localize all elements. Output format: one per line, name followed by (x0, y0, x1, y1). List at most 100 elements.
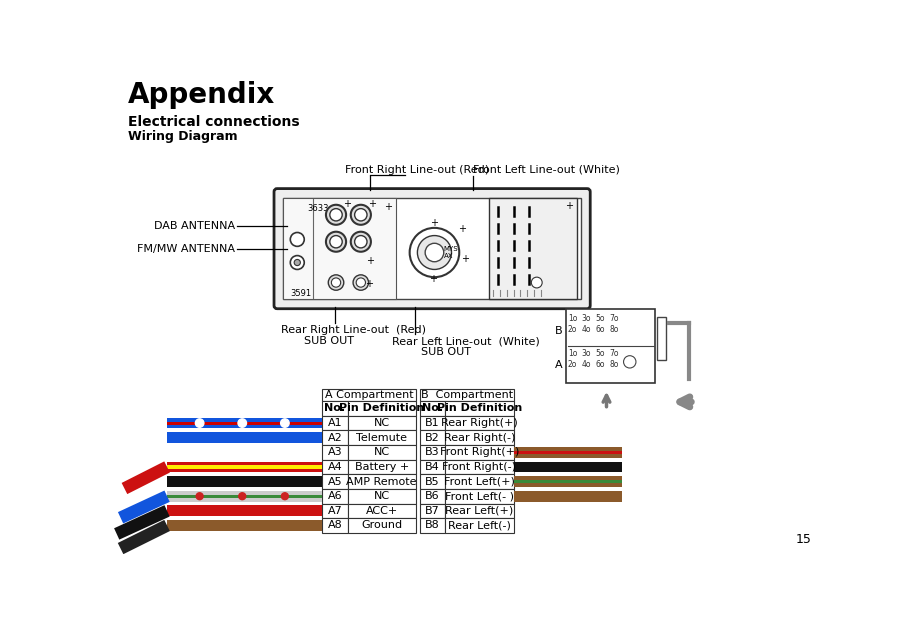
Bar (348, 504, 415, 518)
Bar (513, 447, 622, 458)
Text: +: + (461, 254, 469, 264)
Text: AMP Remote: AMP Remote (347, 476, 417, 486)
Text: 8o: 8o (609, 360, 619, 369)
Bar (167, 491, 322, 501)
Bar (322, 518, 348, 533)
Bar (446, 460, 513, 474)
FancyBboxPatch shape (274, 188, 590, 309)
Text: Pin Definition: Pin Definition (339, 404, 425, 414)
Bar (322, 389, 415, 401)
Text: DAB ANTENNA: DAB ANTENNA (154, 221, 235, 231)
Text: A: A (554, 360, 562, 370)
Text: 4o: 4o (582, 325, 591, 334)
Text: Front Right(-): Front Right(-) (442, 462, 516, 472)
Bar (167, 494, 322, 498)
Bar (446, 489, 513, 504)
Bar (420, 401, 446, 415)
Text: 3591: 3591 (290, 289, 311, 298)
Text: NC: NC (373, 491, 390, 501)
Bar (167, 506, 322, 516)
Bar (420, 445, 446, 460)
Circle shape (532, 277, 543, 288)
Bar (513, 462, 622, 472)
Bar (167, 465, 322, 469)
Bar (322, 504, 348, 518)
Text: A4: A4 (328, 462, 342, 472)
Circle shape (356, 278, 365, 287)
Text: AX: AX (444, 253, 453, 259)
Circle shape (326, 232, 346, 252)
Text: B: B (554, 326, 562, 336)
Circle shape (350, 205, 371, 225)
Text: +: + (364, 279, 372, 289)
Bar (446, 474, 513, 489)
Text: B  Compartment: B Compartment (421, 390, 512, 400)
Bar (348, 445, 415, 460)
Text: +: + (430, 218, 438, 228)
Circle shape (417, 236, 451, 269)
Bar (420, 460, 446, 474)
Text: Front Right(+): Front Right(+) (440, 447, 519, 457)
Bar (167, 418, 322, 429)
Circle shape (331, 278, 340, 287)
Bar (348, 415, 415, 430)
Text: 2o: 2o (567, 325, 577, 334)
Circle shape (282, 493, 288, 499)
Text: A7: A7 (328, 506, 342, 516)
Bar (322, 489, 348, 504)
Text: Rear Left(+): Rear Left(+) (446, 506, 513, 516)
Text: 5o: 5o (596, 349, 605, 358)
Bar (284, 198, 395, 299)
Text: +: + (458, 225, 466, 234)
Text: 4o: 4o (582, 360, 591, 369)
Text: 6o: 6o (596, 360, 605, 369)
Bar (446, 401, 513, 415)
Circle shape (328, 275, 344, 290)
Bar (513, 480, 622, 483)
Circle shape (326, 205, 346, 225)
Text: Appendix: Appendix (128, 81, 275, 109)
Circle shape (355, 208, 367, 221)
Text: Rear Right Line-out  (Red): Rear Right Line-out (Red) (281, 325, 426, 335)
Bar (513, 491, 622, 501)
Bar (348, 460, 415, 474)
Circle shape (329, 236, 342, 248)
Bar (322, 474, 348, 489)
Circle shape (290, 233, 305, 246)
Bar (284, 198, 581, 299)
Text: 8o: 8o (609, 325, 619, 334)
Text: Pin Definition: Pin Definition (436, 404, 522, 414)
Text: 1o: 1o (567, 349, 577, 358)
Text: ACC+: ACC+ (366, 506, 398, 516)
Circle shape (350, 232, 371, 252)
Bar (420, 474, 446, 489)
Circle shape (290, 256, 305, 269)
Text: Rear Right(-): Rear Right(-) (444, 433, 515, 443)
Text: +: + (368, 199, 376, 209)
Bar (657, 317, 666, 360)
Text: MYS: MYS (444, 246, 458, 252)
Text: A3: A3 (328, 447, 342, 457)
Bar (420, 504, 446, 518)
Text: B4: B4 (425, 462, 440, 472)
Bar (420, 430, 446, 445)
Text: A8: A8 (328, 521, 342, 531)
Text: Rear Left(-): Rear Left(-) (448, 521, 511, 531)
Text: Battery +: Battery + (355, 462, 409, 472)
Text: +: + (343, 199, 350, 209)
Text: B6: B6 (425, 491, 440, 501)
Text: SUB OUT: SUB OUT (305, 336, 354, 346)
Text: No.: No. (422, 404, 443, 414)
Text: 2o: 2o (567, 360, 577, 369)
Text: Telemute: Telemute (356, 433, 407, 443)
Bar (348, 430, 415, 445)
Text: Wiring Diagram: Wiring Diagram (128, 130, 238, 143)
Text: 5o: 5o (596, 314, 605, 323)
Bar (566, 310, 655, 383)
Text: A6: A6 (328, 491, 342, 501)
Bar (446, 430, 513, 445)
Text: Front Left Line-out (White): Front Left Line-out (White) (473, 165, 620, 175)
Text: 15: 15 (796, 533, 812, 546)
Text: B8: B8 (425, 521, 440, 531)
Bar (322, 460, 348, 474)
